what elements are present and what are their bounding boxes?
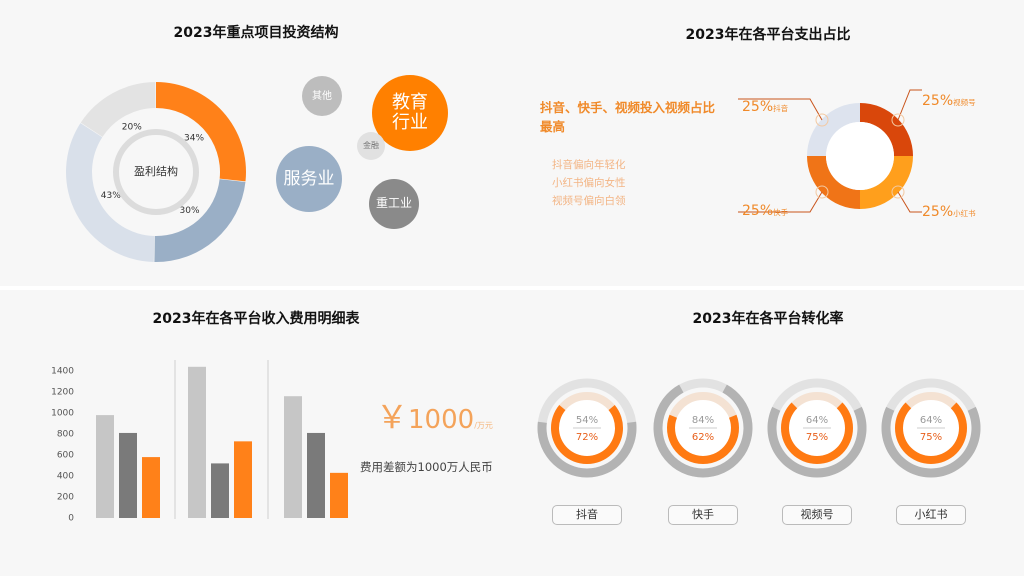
y-tick-label: 200 bbox=[57, 493, 74, 503]
outer-progress bbox=[881, 406, 981, 478]
inner-rate-label: 75% bbox=[806, 432, 828, 443]
inner-rate-label: 75% bbox=[920, 432, 942, 443]
bar bbox=[188, 366, 206, 518]
inner-progress bbox=[895, 402, 967, 465]
income-title: 2023年在各平台收入费用明细表 bbox=[152, 311, 360, 327]
y-tick-label: 1000 bbox=[51, 409, 74, 419]
connector-line bbox=[897, 89, 922, 121]
spending-slice-label: 25%小红书 bbox=[922, 201, 976, 220]
donut-slice bbox=[807, 156, 860, 209]
connector-line bbox=[738, 191, 823, 213]
y-tick-label: 600 bbox=[57, 451, 74, 461]
platform-button[interactable]: 抖音 bbox=[552, 505, 622, 525]
y-tick-label: 800 bbox=[57, 430, 74, 440]
difference-note: 费用差额为1000万人民币 bbox=[360, 460, 493, 474]
donut-slice bbox=[66, 123, 155, 262]
donut-slice bbox=[156, 82, 246, 182]
bar bbox=[211, 463, 229, 518]
slice-percent: 25% bbox=[922, 204, 954, 220]
bullet-item: 视频号偏向白领 bbox=[552, 195, 626, 207]
income-bar-chart: 0 200 400 600 800 1000 1200 1400 bbox=[51, 360, 348, 524]
donut-slice bbox=[860, 103, 913, 156]
conversion-title: 2023年在各平台转化率 bbox=[692, 311, 844, 327]
y-tick-label: 1200 bbox=[51, 388, 74, 398]
y-tick-label: 400 bbox=[57, 472, 74, 482]
inner-rate-label: 62% bbox=[692, 432, 714, 443]
bar bbox=[142, 457, 160, 518]
bar bbox=[234, 441, 252, 518]
industry-bubble: 其他 bbox=[302, 76, 342, 116]
connector-dot bbox=[891, 113, 905, 127]
platform-button[interactable]: 快手 bbox=[668, 505, 738, 525]
slice-percent: 25% bbox=[922, 93, 954, 109]
slice-percent: 25% bbox=[742, 203, 774, 219]
outer-progress bbox=[767, 406, 867, 478]
spending-panel: 2023年在各平台支出占比 抖音、快手、视频投入视频占比最高 抖音偏向年轻化 小… bbox=[512, 0, 1024, 286]
conversion-rings-chart: 54% 72% 84% 62% 64% 75% 64% 75% bbox=[537, 378, 981, 478]
spending-title: 2023年在各平台支出占比 bbox=[685, 27, 851, 43]
platform-button[interactable]: 小红书 bbox=[896, 505, 966, 525]
spending-slice-label: 25%快手 bbox=[742, 200, 788, 219]
money-value: 1000 bbox=[408, 405, 475, 435]
connector-dot bbox=[891, 185, 905, 199]
spending-donut-chart bbox=[738, 89, 922, 213]
center-label: 盈利结构 bbox=[134, 164, 178, 178]
donut-hole bbox=[826, 122, 894, 190]
inner-progress bbox=[551, 405, 623, 464]
income-panel: 2023年在各平台收入费用明细表 bbox=[0, 290, 512, 576]
spending-bullets: 抖音偏向年轻化 小红书偏向女性 视频号偏向白领 bbox=[552, 156, 626, 210]
industry-bubble: 服务业 bbox=[276, 146, 342, 212]
platform-button[interactable]: 视频号 bbox=[782, 505, 852, 525]
connector-dot bbox=[815, 185, 829, 199]
bar bbox=[284, 396, 302, 518]
money-figure: ￥1000/万元 bbox=[376, 392, 493, 438]
outer-rate-label: 64% bbox=[920, 415, 942, 426]
bar bbox=[307, 432, 325, 518]
slice-percent: 25% bbox=[742, 99, 774, 115]
industry-bubble: 重工业 bbox=[369, 179, 419, 229]
connector-line bbox=[738, 98, 823, 121]
bar bbox=[330, 472, 348, 518]
donut-slice bbox=[860, 156, 913, 209]
connector-line bbox=[897, 191, 922, 213]
investment-donut-chart: 34% 30% 43% 20% 盈利结构 bbox=[66, 82, 246, 262]
outer-progress bbox=[537, 421, 637, 478]
bar bbox=[119, 432, 137, 518]
currency-symbol: ￥ bbox=[376, 398, 409, 436]
slice-label: 34% bbox=[184, 133, 204, 143]
money-unit: /万元 bbox=[474, 421, 493, 430]
slice-name: 抖音 bbox=[773, 104, 789, 113]
conversion-panel: 2023年在各平台转化率 54% 72% 84% 62% 64% 75% 64% 75% 抖音… bbox=[512, 290, 1024, 576]
slice-name: 视频号 bbox=[953, 98, 976, 107]
inner-ring bbox=[113, 129, 199, 215]
y-tick-label: 0 bbox=[68, 514, 74, 524]
industry-bubble: 教育行业 bbox=[372, 75, 448, 151]
bullet-item: 抖音偏向年轻化 bbox=[552, 159, 626, 171]
y-tick-label: 1400 bbox=[51, 367, 74, 377]
investment-panel: 2023年重点项目投资结构 34% 30% 43% 20% 盈利结构 其他 教育行业 金融服… bbox=[0, 0, 512, 286]
slice-label: 20% bbox=[122, 123, 142, 133]
spending-slice-label: 25%视频号 bbox=[922, 90, 976, 109]
spending-headline: 抖音、快手、视频投入视频占比最高 bbox=[540, 100, 716, 134]
inner-rate-label: 72% bbox=[576, 432, 598, 443]
industry-bubble: 金融 bbox=[357, 132, 385, 160]
donut-slice bbox=[807, 103, 860, 156]
outer-rate-label: 84% bbox=[692, 415, 714, 426]
outer-rate-label: 64% bbox=[806, 415, 828, 426]
bullet-item: 小红书偏向女性 bbox=[552, 177, 626, 189]
inner-progress bbox=[781, 402, 853, 465]
slice-label: 30% bbox=[180, 206, 200, 216]
slice-name: 小红书 bbox=[953, 209, 976, 218]
slice-label: 43% bbox=[101, 191, 121, 201]
donut-slice bbox=[154, 179, 246, 262]
investment-title: 2023年重点项目投资结构 bbox=[173, 25, 339, 41]
inner-progress bbox=[667, 414, 739, 464]
donut-slice bbox=[80, 82, 156, 137]
bar bbox=[96, 415, 114, 518]
outer-rate-label: 54% bbox=[576, 415, 598, 426]
connector-dot bbox=[815, 113, 829, 127]
slice-name: 快手 bbox=[773, 208, 789, 217]
spending-slice-label: 25%抖音 bbox=[742, 96, 788, 115]
